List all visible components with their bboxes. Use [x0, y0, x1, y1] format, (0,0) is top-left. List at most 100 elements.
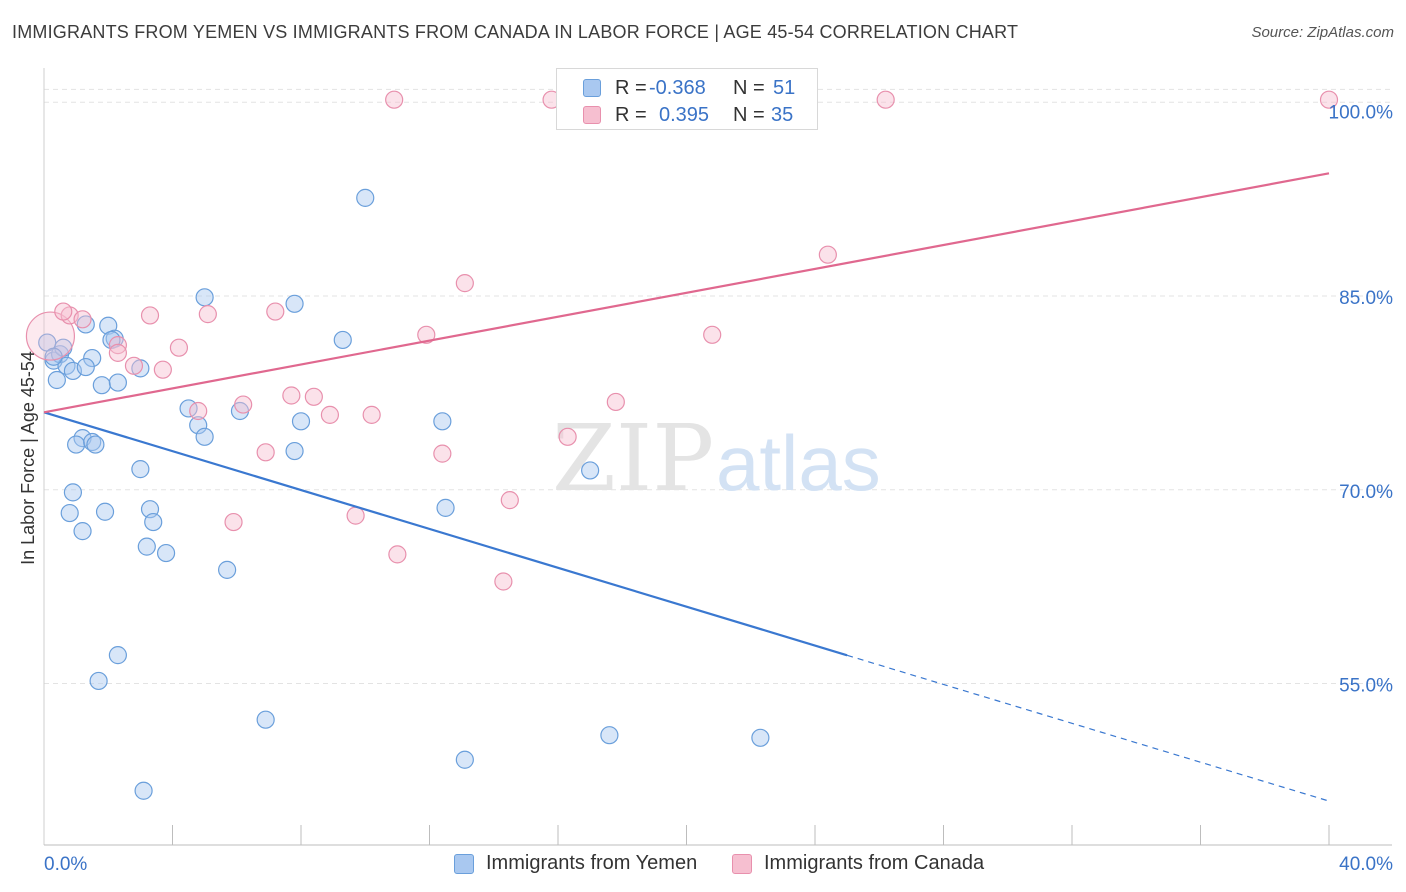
point-yemen [134, 781, 153, 800]
point-canada [388, 545, 407, 564]
point-yemen [333, 330, 352, 350]
point-yemen [63, 483, 83, 502]
point-yemen [73, 522, 92, 541]
trend-line-yemen [43, 411, 848, 657]
trend-layer [43, 172, 1330, 802]
point-canada [1319, 90, 1339, 109]
legend-r-label: R = [615, 77, 647, 99]
point-yemen [60, 503, 79, 523]
y-tick-label: 70.0% [1339, 482, 1393, 503]
watermark-zip: ZIP [552, 405, 714, 512]
point-yemen [47, 370, 66, 390]
point-yemen [95, 502, 115, 521]
legend-n-label: N = [733, 77, 765, 99]
label-layer: 55.0% 70.0% 85.0% 100.0% 0.0% 40.0% In Labor F… [18, 102, 1393, 875]
point-canada [346, 506, 365, 525]
point-yemen [67, 435, 86, 454]
point-canada [494, 572, 513, 591]
point-yemen [131, 460, 150, 479]
point-yemen [89, 671, 108, 691]
legend-row-canada: R = 0.395 N = 35 [557, 101, 817, 129]
source-credit: Source: ZipAtlas.com [1251, 24, 1394, 41]
point-yemen [195, 288, 214, 307]
point-canada [606, 392, 625, 412]
point-yemen [285, 441, 304, 461]
chart-title: IMMIGRANTS FROM YEMEN VS IMMIGRANTS FROM… [12, 22, 1019, 42]
trend-line-canada [43, 172, 1330, 414]
watermark-atlas: atlas [716, 419, 881, 507]
legend-n-value: 35 [771, 104, 794, 126]
point-yemen [195, 427, 214, 446]
point-canada [433, 444, 452, 463]
point-canada [124, 356, 144, 375]
point-canada [189, 401, 208, 421]
trend-line-yemen-extension [846, 654, 1330, 802]
point-canada [108, 336, 127, 355]
point-yemen [455, 750, 474, 769]
point-canada [876, 90, 895, 109]
y-tick-label: 55.0% [1339, 676, 1393, 697]
legend-swatch-yemen [583, 79, 601, 97]
point-yemen [86, 435, 105, 454]
point-yemen [83, 348, 102, 368]
point-yemen [600, 726, 619, 745]
point-canada [198, 305, 217, 324]
x-tick-label: 40.0% [1339, 854, 1393, 875]
point-yemen [285, 294, 304, 313]
point-canada [266, 302, 285, 321]
point-canada [169, 338, 189, 357]
point-yemen [581, 461, 600, 480]
point-canada [282, 386, 301, 405]
points-layer [25, 90, 1339, 800]
point-yemen [256, 710, 275, 729]
point-canada [417, 325, 436, 344]
point-canada [558, 427, 577, 446]
point-yemen [83, 432, 102, 452]
point-canada [140, 306, 160, 325]
point-canada [385, 90, 404, 109]
point-yemen [76, 315, 95, 334]
x-tick-label: 0.0% [44, 854, 87, 875]
legend-n-value: 51 [773, 77, 796, 99]
y-tick-label: 100.0% [1329, 102, 1394, 123]
point-canada [256, 443, 275, 462]
point-canada [362, 405, 381, 424]
legend-swatch-canada [583, 106, 601, 124]
point-yemen [356, 188, 375, 207]
bottom-legend-swatch-canada [732, 854, 752, 874]
legend-n-label: N = [733, 104, 765, 126]
point-canada [224, 512, 243, 532]
point-canada [234, 395, 253, 414]
point-yemen [108, 646, 127, 665]
legend-row-yemen: R = -0.368 N = 51 [557, 74, 817, 102]
point-yemen [92, 376, 111, 395]
point-canada [304, 387, 323, 406]
grid-layer [44, 88, 1392, 685]
correlation-legend: R = -0.368 N = 51 R = 0.395 N = 35 [556, 68, 818, 130]
legend-r-value: 0.395 [659, 104, 710, 126]
point-yemen [76, 357, 95, 377]
axis-layer [43, 68, 1392, 846]
legend-r-label: R = [615, 104, 647, 126]
point-canada [25, 311, 76, 361]
point-canada [73, 310, 92, 329]
point-yemen [108, 373, 127, 392]
point-yemen [218, 560, 237, 579]
watermark: ZIP atlas [552, 405, 881, 512]
point-yemen [189, 416, 208, 435]
point-yemen [291, 412, 311, 431]
y-tick-label: 85.0% [1339, 288, 1393, 309]
point-yemen [436, 498, 455, 517]
y-axis-label: In Labor Force | Age 45-54 [18, 351, 38, 565]
point-yemen [137, 537, 156, 556]
point-canada [455, 274, 474, 293]
point-yemen [433, 412, 452, 431]
point-yemen [751, 728, 770, 747]
point-canada [703, 325, 722, 344]
legend-r-value: -0.368 [649, 77, 706, 99]
bottom-legend-label-canada: Immigrants from Canada [764, 852, 985, 874]
bottom-legend-swatch-yemen [454, 854, 474, 874]
point-yemen [144, 512, 163, 532]
point-canada [54, 302, 73, 321]
